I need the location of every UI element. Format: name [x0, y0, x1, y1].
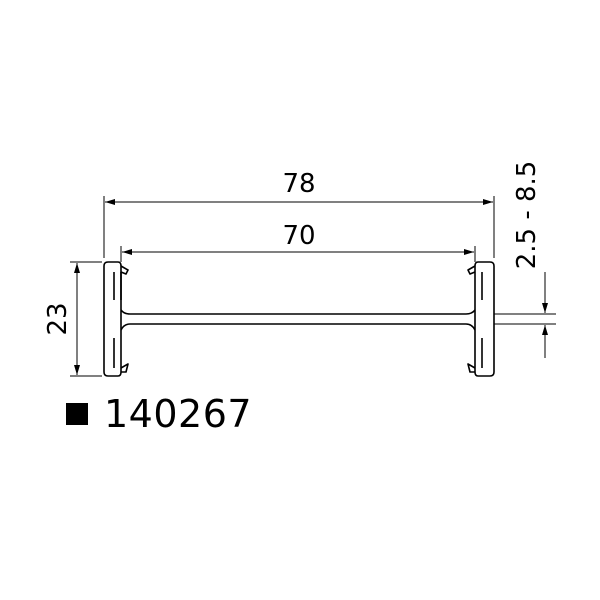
web-top [121, 310, 475, 314]
left-upper-clip [121, 266, 128, 274]
right-upper-clip [468, 266, 475, 274]
dimension-label-inner-width: 70 [282, 221, 315, 251]
part-number: 140267 [104, 392, 252, 436]
web-bottom [121, 324, 475, 330]
h-profile-outline [104, 262, 494, 376]
dimension-label-clamp-range: 2.5 - 8.5 [512, 161, 542, 270]
dimension-clamp-range [494, 272, 556, 358]
left-lower-clip [121, 364, 128, 372]
filled-square-icon [66, 403, 88, 425]
left-flange [104, 262, 121, 376]
right-flange [475, 262, 494, 376]
right-lower-clip [468, 364, 475, 372]
dimension-label-overall-width: 78 [282, 169, 315, 199]
dimension-height [70, 262, 102, 376]
dimension-label-height: 23 [43, 302, 73, 335]
